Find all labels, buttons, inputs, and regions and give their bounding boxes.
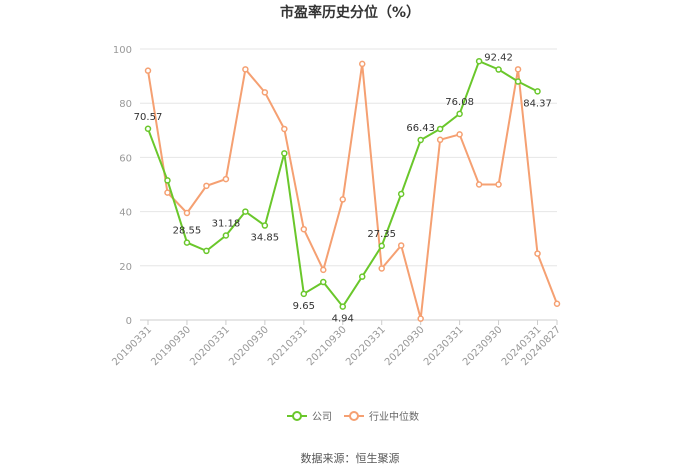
data-label: 84.37 xyxy=(523,98,552,109)
legend-label: 行业中位数 xyxy=(369,410,419,423)
data-point xyxy=(339,196,347,203)
series-line xyxy=(147,63,558,319)
x-tick-label: 20210331 xyxy=(266,324,310,368)
data-point xyxy=(144,67,152,74)
x-tick-label: 20200331 xyxy=(188,324,232,368)
data-point xyxy=(339,303,347,310)
x-tick-label: 20190930 xyxy=(149,324,193,368)
data-point xyxy=(397,242,405,249)
data-point xyxy=(320,266,327,274)
data-point xyxy=(164,177,171,184)
data-point xyxy=(358,60,366,68)
data-point xyxy=(417,315,424,322)
data-point xyxy=(281,125,288,133)
y-tick-label: 20 xyxy=(119,262,132,273)
data-point xyxy=(164,189,171,196)
data-point xyxy=(456,131,463,138)
data-point xyxy=(183,209,191,217)
legend-item[interactable]: 行业中位数 xyxy=(344,410,419,423)
data-point xyxy=(397,190,405,198)
data-source: 数据来源：恒生聚源 xyxy=(301,451,400,465)
legend-swatch-marker xyxy=(292,411,302,421)
data-point xyxy=(378,265,385,272)
legend-label: 公司 xyxy=(312,412,332,423)
data-label: 28.55 xyxy=(173,226,202,237)
data-point xyxy=(203,182,210,190)
y-tick-label: 100 xyxy=(113,45,132,56)
data-label: 66.43 xyxy=(406,123,435,134)
data-label: 34.85 xyxy=(251,233,280,244)
data-point xyxy=(553,300,561,307)
data-point xyxy=(456,110,463,118)
data-point xyxy=(378,242,385,250)
series-layer xyxy=(144,57,561,322)
y-tick-label: 0 xyxy=(126,316,132,327)
grid-lines xyxy=(140,48,557,321)
data-point xyxy=(242,66,249,73)
data-point xyxy=(281,150,288,157)
x-tick-label: 20190331 xyxy=(110,324,154,368)
data-point xyxy=(222,232,230,239)
data-point xyxy=(261,222,269,229)
data-point xyxy=(203,247,210,255)
data-label: 92.42 xyxy=(484,53,513,64)
data-point xyxy=(495,181,502,188)
data-point xyxy=(320,278,327,286)
y-tick-label: 60 xyxy=(119,153,132,164)
data-label: 31.18 xyxy=(212,219,241,230)
y-tick-label: 40 xyxy=(119,208,132,219)
data-label: 76.08 xyxy=(445,97,474,108)
data-label: 9.65 xyxy=(293,301,315,312)
data-point xyxy=(183,239,191,246)
chart-title: 市盈率历史分位（%） xyxy=(280,4,420,21)
y-axis: 0 20 40 60 80 100 xyxy=(113,45,132,327)
data-point xyxy=(475,57,483,65)
x-axis: 2019033120190930202003312020093020210331… xyxy=(110,320,563,368)
data-point xyxy=(514,78,522,85)
data-point xyxy=(534,250,541,257)
data-point xyxy=(514,66,522,73)
data-labels: 70.57 28.55 31.18 34.85 9.65 4.94 27.35 66.43 76… xyxy=(134,53,552,325)
data-label: 4.94 xyxy=(332,314,354,325)
data-point xyxy=(300,290,308,298)
data-label: 27.35 xyxy=(367,229,396,240)
data-point xyxy=(475,181,483,188)
x-tick-label: 20220930 xyxy=(383,324,427,368)
data-point xyxy=(417,136,424,144)
data-point xyxy=(436,125,444,133)
data-point xyxy=(495,66,502,73)
legend-item[interactable]: 公司 xyxy=(287,411,332,423)
data-point xyxy=(300,225,308,233)
y-tick-label: 80 xyxy=(119,99,132,110)
x-tick-label: 20210930 xyxy=(305,324,349,368)
data-point xyxy=(436,136,444,144)
data-point xyxy=(358,273,366,280)
data-label: 70.57 xyxy=(134,112,163,123)
data-point xyxy=(242,208,249,215)
x-tick-label: 20230930 xyxy=(461,324,505,368)
data-point xyxy=(222,175,230,183)
data-point xyxy=(261,89,269,96)
data-point xyxy=(534,88,541,95)
legend-swatch-marker xyxy=(349,411,359,421)
x-tick-label: 20230331 xyxy=(422,324,466,368)
data-point xyxy=(144,125,152,133)
legend[interactable]: 公司 行业中位数 xyxy=(287,410,419,423)
x-tick-label: 20200930 xyxy=(227,324,271,368)
x-tick-label: 20220331 xyxy=(344,324,388,368)
